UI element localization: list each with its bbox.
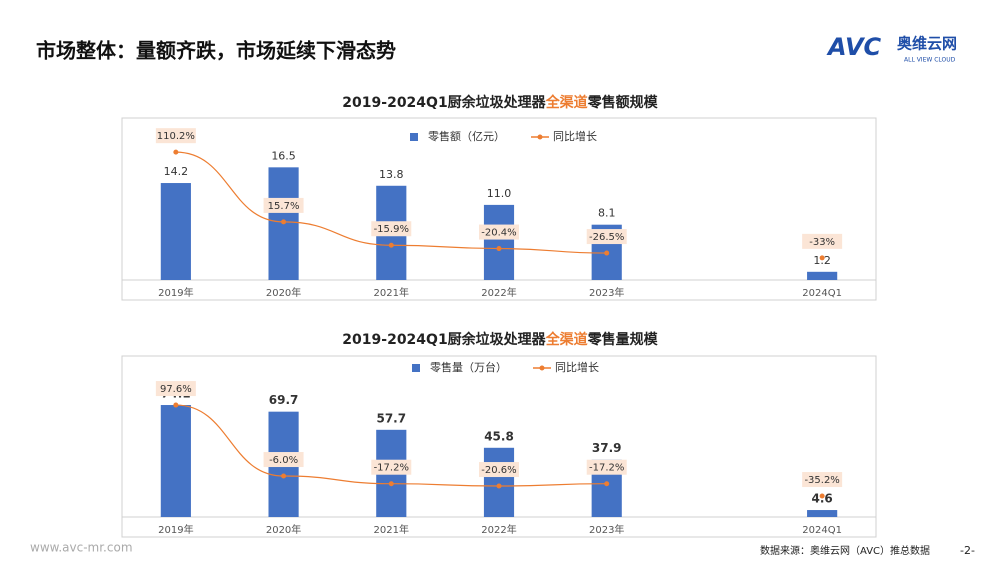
legend-swatch [410, 133, 418, 141]
growth-label: -15.9% [374, 224, 409, 235]
growth-label: 15.7% [268, 201, 300, 212]
bar [483, 204, 515, 280]
x-tick-label: 2023年 [589, 523, 624, 536]
logo-sub: ALL VIEW CLOUD [904, 57, 956, 64]
growth-label-bg [371, 459, 412, 475]
growth-label-bg [263, 452, 304, 468]
bar-label: 14.2 [164, 165, 189, 178]
growth-label-bg [802, 233, 843, 249]
growth-dot [388, 481, 394, 487]
growth-label-bg [586, 459, 627, 475]
growth-dot [388, 242, 394, 248]
x-tick-label: 2022年 [481, 523, 516, 536]
bar-label: 69.7 [269, 393, 299, 407]
growth-dot [604, 481, 610, 487]
legend-label: 零售额（亿元） [428, 129, 505, 143]
growth-label-bg [263, 197, 304, 213]
legend-dot [537, 134, 543, 140]
x-tick-label: 2024Q1 [802, 288, 842, 299]
growth-dot [496, 246, 502, 252]
bar-label: 13.8 [379, 168, 404, 181]
x-tick-label: 2022年 [481, 286, 516, 299]
bar [483, 447, 515, 517]
x-tick-label: 2021年 [374, 286, 409, 299]
growth-dot [281, 219, 287, 225]
growth-dot [173, 149, 179, 155]
growth-label: -6.0% [269, 455, 298, 466]
legend-label: 零售量（万台） [430, 360, 507, 374]
bar [807, 510, 838, 517]
bar-label: 45.8 [484, 429, 514, 443]
growth-label-bg [155, 128, 196, 144]
bar [807, 271, 838, 280]
growth-line [175, 151, 607, 254]
growth-dot [173, 402, 179, 408]
x-tick-label: 2024Q1 [802, 525, 842, 536]
growth-label-bg [586, 229, 627, 245]
growth-label: -17.2% [589, 463, 624, 474]
growth-dot [604, 250, 610, 256]
growth-line [175, 404, 607, 487]
logo-name: 奥维云网 [897, 35, 957, 53]
bar-label: 8.1 [598, 207, 616, 220]
growth-label: -35.2% [804, 475, 839, 486]
growth-label-bg [371, 221, 412, 237]
bar [160, 183, 191, 280]
bar-label: 11.0 [487, 187, 512, 200]
plot-frame [121, 355, 877, 538]
growth-label-bg [479, 224, 519, 240]
legend-swatch [412, 364, 420, 372]
chart-title-part: 全渠道 [545, 331, 588, 348]
bar-label: 4.6 [812, 492, 833, 506]
chart-title-part: 全渠道 [545, 94, 588, 111]
growth-label: -17.2% [374, 463, 409, 474]
growth-label-bg [802, 472, 843, 488]
growth-dot [819, 493, 825, 499]
chart-title-part: 2019-2024Q1厨余垃圾处理器 [342, 94, 546, 111]
page-number: -2- [960, 544, 975, 557]
legend-label: 同比增长 [555, 360, 599, 374]
growth-dot [496, 483, 502, 489]
chart-title-part: 零售量规模 [587, 331, 659, 348]
x-tick-label: 2021年 [374, 523, 409, 536]
bar-label: 57.7 [376, 411, 406, 425]
x-tick-label: 2019年 [158, 286, 193, 299]
growth-label: -20.6% [481, 465, 516, 476]
growth-label: 97.6% [160, 384, 192, 395]
plot-frame [121, 117, 877, 301]
growth-label-bg [479, 462, 519, 478]
growth-label: -26.5% [589, 232, 624, 243]
chart-title-part: 零售额规模 [587, 94, 659, 111]
x-tick-label: 2020年 [266, 286, 301, 299]
chart-title: 2019-2024Q1厨余垃圾处理器全渠道零售量规模 [342, 331, 658, 348]
chart-title: 2019-2024Q1厨余垃圾处理器全渠道零售额规模 [342, 94, 658, 111]
growth-label: 110.2% [157, 131, 195, 142]
site: www.avc-mr.com [30, 541, 133, 555]
x-tick-label: 2020年 [266, 523, 301, 536]
growth-label: -33% [809, 237, 835, 248]
legend-dot [539, 365, 545, 371]
chart-title-part: 2019-2024Q1厨余垃圾处理器 [342, 331, 546, 348]
source: 数据来源：奥维云网（AVC）推总数据 [760, 544, 930, 557]
x-tick-label: 2019年 [158, 523, 193, 536]
bar-label: 16.5 [271, 149, 296, 162]
logo-mark: AVC [826, 33, 882, 61]
bar [160, 405, 191, 517]
slide-title: 市场整体：量额齐跌，市场延续下滑态势 [36, 39, 396, 63]
bar-label: 37.9 [592, 441, 622, 455]
growth-dot [281, 473, 287, 479]
legend-label: 同比增长 [553, 129, 597, 143]
growth-label-bg [155, 381, 196, 397]
x-tick-label: 2023年 [589, 286, 624, 299]
growth-label: -20.4% [481, 228, 516, 239]
growth-dot [819, 255, 825, 261]
